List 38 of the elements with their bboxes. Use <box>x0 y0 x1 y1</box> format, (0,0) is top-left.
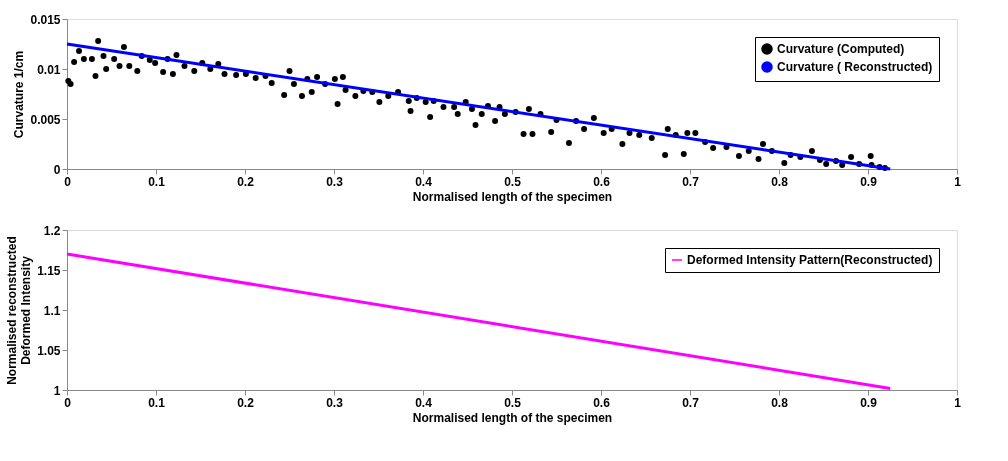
x-tick-label: 1 <box>954 395 962 410</box>
legend-label: Curvature ( Reconstructed) <box>777 60 933 74</box>
x-tick-label: 0.7 <box>682 174 700 189</box>
y-tick-label: 1 <box>53 383 61 398</box>
x-tick-label: 0.1 <box>148 395 166 410</box>
legend-label: Deformed Intensity Pattern(Reconstructed) <box>687 253 933 267</box>
x-tick-label: 0.4 <box>415 174 433 189</box>
x-tick-label: 0.3 <box>326 395 344 410</box>
y-tick-label: 1.15 <box>37 263 61 278</box>
x-tick-label: 1 <box>954 174 962 189</box>
x-tick-label: 0.1 <box>148 174 166 189</box>
x-tick-label: 0.9 <box>860 395 878 410</box>
x-tick-label: 0.5 <box>504 395 522 410</box>
y-axis-title: Curvature 1/cm <box>12 50 27 139</box>
x-tick-label: 0.4 <box>415 395 433 410</box>
y-tick-label: 1.2 <box>43 223 61 238</box>
x-tick-label: 0.8 <box>771 174 789 189</box>
x-axis-title: Normalised length of the specimen <box>412 189 613 204</box>
x-tick-label: 0.9 <box>860 174 878 189</box>
y-tick-label: 0.005 <box>30 112 61 127</box>
y-tick-label: 0.015 <box>30 12 61 27</box>
x-tick-label: 0.6 <box>593 395 611 410</box>
x-tick-label: 0 <box>64 395 72 410</box>
y-tick-label: 0.01 <box>37 62 61 77</box>
y-axis-title: Normalised reconstructed Deformed Intensity <box>5 236 34 385</box>
x-tick-label: 0.6 <box>593 174 611 189</box>
y-tick-label: 1.05 <box>37 343 61 358</box>
y-tick-label: 1.1 <box>43 303 61 318</box>
x-tick-label: 0.2 <box>237 174 255 189</box>
x-tick-label: 0.8 <box>771 395 789 410</box>
y-tick-label: 0 <box>53 162 61 177</box>
x-tick-label: 0.2 <box>237 395 255 410</box>
x-tick-label: 0.5 <box>504 174 522 189</box>
x-axis-title: Normalised length of the specimen <box>412 410 613 425</box>
x-tick-label: 0.7 <box>682 395 700 410</box>
legend-label: Curvature (Computed) <box>777 42 905 56</box>
x-tick-label: 0 <box>64 174 72 189</box>
x-tick-label: 0.3 <box>326 174 344 189</box>
